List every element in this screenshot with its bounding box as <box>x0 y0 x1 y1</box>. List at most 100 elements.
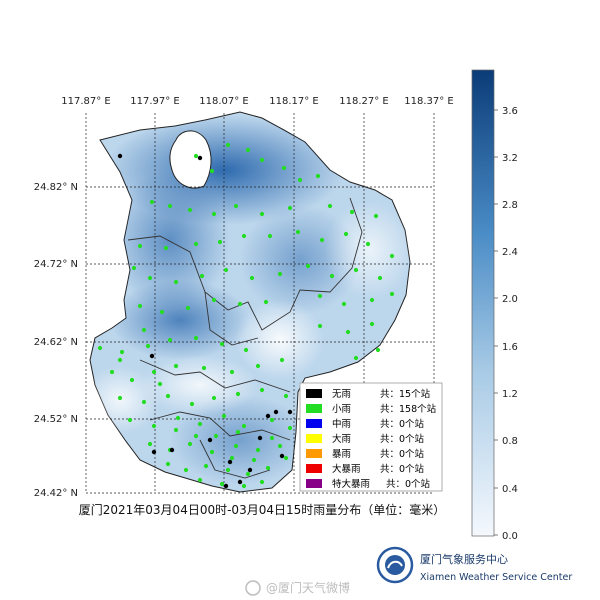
station-marker <box>353 267 359 273</box>
station-marker <box>237 301 243 307</box>
station-marker <box>277 443 283 449</box>
station-marker <box>245 147 251 153</box>
station-marker <box>149 353 155 359</box>
station-marker <box>167 203 173 209</box>
station-marker <box>305 263 311 269</box>
station-marker <box>317 323 323 329</box>
legend-swatch <box>306 449 322 458</box>
legend-label: 中雨 <box>332 418 351 430</box>
legend-count: 共：0个站 <box>380 448 425 460</box>
station-marker <box>329 273 335 279</box>
colorbar-ramp <box>471 69 495 537</box>
station-marker <box>265 413 271 419</box>
longitude-labels: 117.87° E 117.97° E 118.07° E 118.17° E … <box>61 96 454 107</box>
station-marker <box>343 231 349 237</box>
station-marker <box>219 341 225 347</box>
legend-swatch <box>306 404 322 413</box>
lat-label: 24.62° N <box>34 337 78 348</box>
station-marker <box>295 229 301 235</box>
station-marker <box>225 467 231 473</box>
station-marker <box>193 433 199 439</box>
station-marker <box>259 211 265 217</box>
colorbar-tick: 2.0 <box>502 294 518 305</box>
lat-label: 24.82° N <box>34 182 78 193</box>
station-marker <box>197 421 203 427</box>
station-marker <box>185 305 191 311</box>
station-marker <box>173 427 179 433</box>
station-marker <box>209 449 215 455</box>
station-marker <box>287 409 293 415</box>
org-name-cn: 厦门气象服务中心 <box>420 552 508 566</box>
legend-swatch <box>306 479 322 488</box>
station-marker <box>211 297 217 303</box>
lon-label: 118.27° E <box>339 96 389 107</box>
station-marker <box>255 447 261 453</box>
latitude-labels: 24.82° N 24.72° N 24.62° N 24.52° N 24.4… <box>34 182 78 499</box>
legend-label: 大暴雨 <box>332 463 361 475</box>
legend-item: 无雨 共：15个站 <box>306 388 431 400</box>
lon-label: 117.97° E <box>130 96 180 107</box>
station-marker <box>209 168 215 174</box>
station-marker <box>283 393 289 399</box>
legend-label: 暴雨 <box>332 449 351 460</box>
station-marker <box>279 453 285 459</box>
lon-label: 118.37° E <box>404 96 454 107</box>
legend: 无雨 共：15个站 小雨 共：158个站 中雨 共：0个站 大雨 共：0个站 暴… <box>299 382 443 492</box>
lon-label: 117.87° E <box>61 96 111 107</box>
lon-label: 118.17° E <box>269 96 319 107</box>
legend-swatch <box>306 434 322 443</box>
station-marker <box>267 233 273 239</box>
station-marker <box>277 271 283 277</box>
legend-item: 中雨 共：0个站 <box>306 418 425 430</box>
station-marker <box>245 471 251 477</box>
station-marker <box>149 199 155 205</box>
station-marker <box>327 203 333 209</box>
station-marker <box>223 267 229 273</box>
station-marker <box>165 461 171 467</box>
colorbar-tick: 2.8 <box>502 200 518 211</box>
station-marker <box>127 417 133 423</box>
legend-item: 大雨 共：0个站 <box>306 433 425 445</box>
station-marker <box>249 275 255 281</box>
station-marker <box>341 301 347 307</box>
station-marker <box>221 413 227 419</box>
station-marker <box>225 142 231 148</box>
station-marker <box>287 425 293 431</box>
legend-label: 无雨 <box>332 389 351 400</box>
station-marker <box>297 177 303 183</box>
station-marker <box>227 459 233 465</box>
station-marker <box>147 275 153 281</box>
station-marker <box>151 369 157 375</box>
station-marker <box>151 449 157 455</box>
legend-label: 小雨 <box>332 404 351 415</box>
station-marker <box>197 155 203 161</box>
colorbar-tick: 0.8 <box>502 436 518 447</box>
station-marker <box>263 299 269 305</box>
colorbar-tick: 3.6 <box>502 106 518 117</box>
station-marker <box>257 435 263 441</box>
legend-count: 共：15个站 <box>380 388 431 400</box>
station-marker <box>369 297 375 303</box>
station-marker <box>117 395 123 401</box>
station-marker <box>281 165 287 171</box>
station-marker <box>141 327 147 333</box>
station-marker <box>365 241 371 247</box>
org-name-en: Xiamen Weather Service Center <box>420 572 572 583</box>
station-marker <box>173 363 179 369</box>
watermark-text: @厦门天气微博 <box>266 580 350 595</box>
station-marker <box>167 337 173 343</box>
legend-item: 特大暴雨 共：0个站 <box>306 478 431 490</box>
station-marker <box>141 399 147 405</box>
legend-swatch <box>306 389 322 398</box>
station-marker <box>265 465 271 471</box>
station-marker <box>389 253 395 259</box>
station-marker <box>279 357 285 363</box>
station-marker <box>163 245 169 251</box>
station-marker <box>201 365 207 371</box>
station-marker <box>251 457 257 463</box>
station-marker <box>193 241 199 247</box>
station-markers <box>97 142 395 489</box>
lat-label: 24.72° N <box>34 259 78 270</box>
station-marker <box>319 237 325 243</box>
station-marker <box>369 321 375 327</box>
